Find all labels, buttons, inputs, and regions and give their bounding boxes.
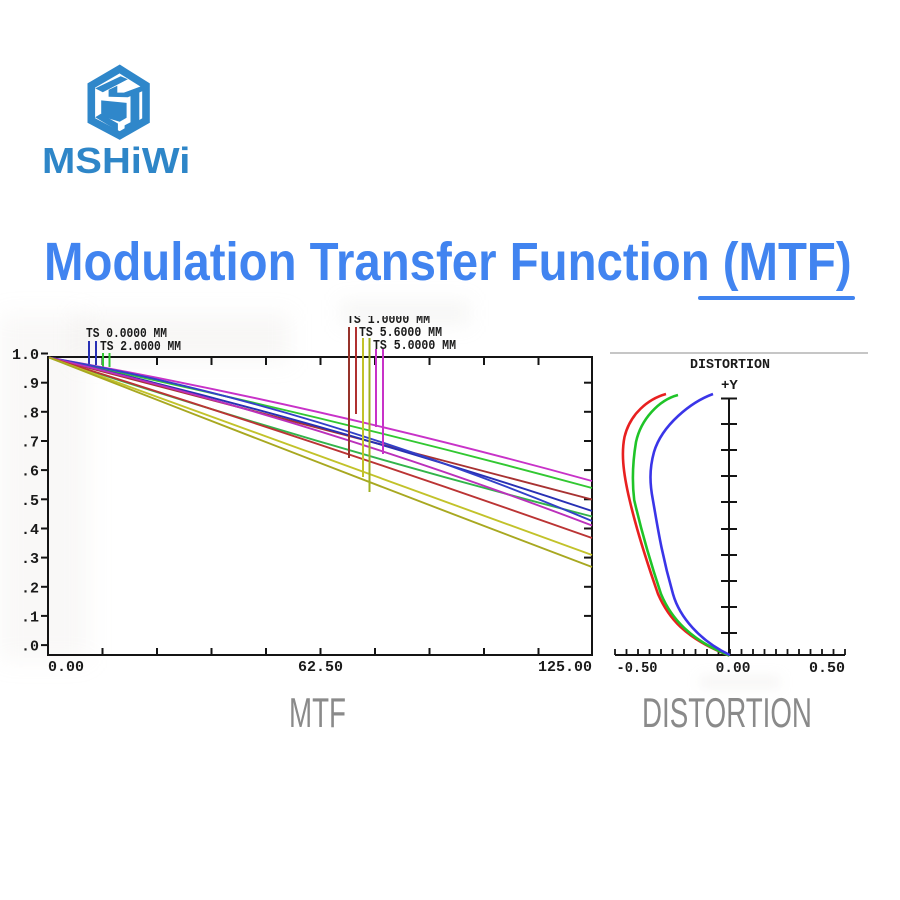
svg-text:125.00: 125.00	[538, 659, 592, 676]
svg-text:.4: .4	[21, 522, 39, 539]
svg-text:TS 5.6000 MM: TS 5.6000 MM	[359, 325, 442, 341]
svg-text:TS 2.0000 MM: TS 2.0000 MM	[100, 339, 181, 355]
svg-text:TS 1.0000 MM: TS 1.0000 MM	[347, 312, 430, 328]
svg-text:.0: .0	[21, 639, 39, 656]
svg-text:.8: .8	[21, 405, 39, 422]
svg-text:.3: .3	[21, 551, 39, 568]
svg-text:1.0: 1.0	[12, 347, 39, 364]
svg-text:-0.50: -0.50	[617, 661, 658, 677]
svg-text:TS 5.0000 MM: TS 5.0000 MM	[373, 338, 456, 354]
svg-text:.2: .2	[21, 580, 39, 597]
svg-text:+Y: +Y	[721, 378, 738, 394]
svg-text:0.00: 0.00	[48, 659, 84, 676]
svg-text:TS 0.0000 MM: TS 0.0000 MM	[86, 326, 167, 342]
svg-text:DISTORTION: DISTORTION	[690, 357, 770, 373]
svg-text:.5: .5	[21, 493, 39, 510]
svg-text:0.00: 0.00	[716, 661, 751, 677]
svg-text:.9: .9	[21, 376, 39, 393]
svg-text:.1: .1	[21, 609, 39, 626]
svg-text:62.50: 62.50	[298, 659, 343, 676]
svg-text:0.50: 0.50	[809, 661, 845, 677]
svg-text:.6: .6	[21, 464, 39, 481]
svg-text:.7: .7	[21, 435, 39, 452]
